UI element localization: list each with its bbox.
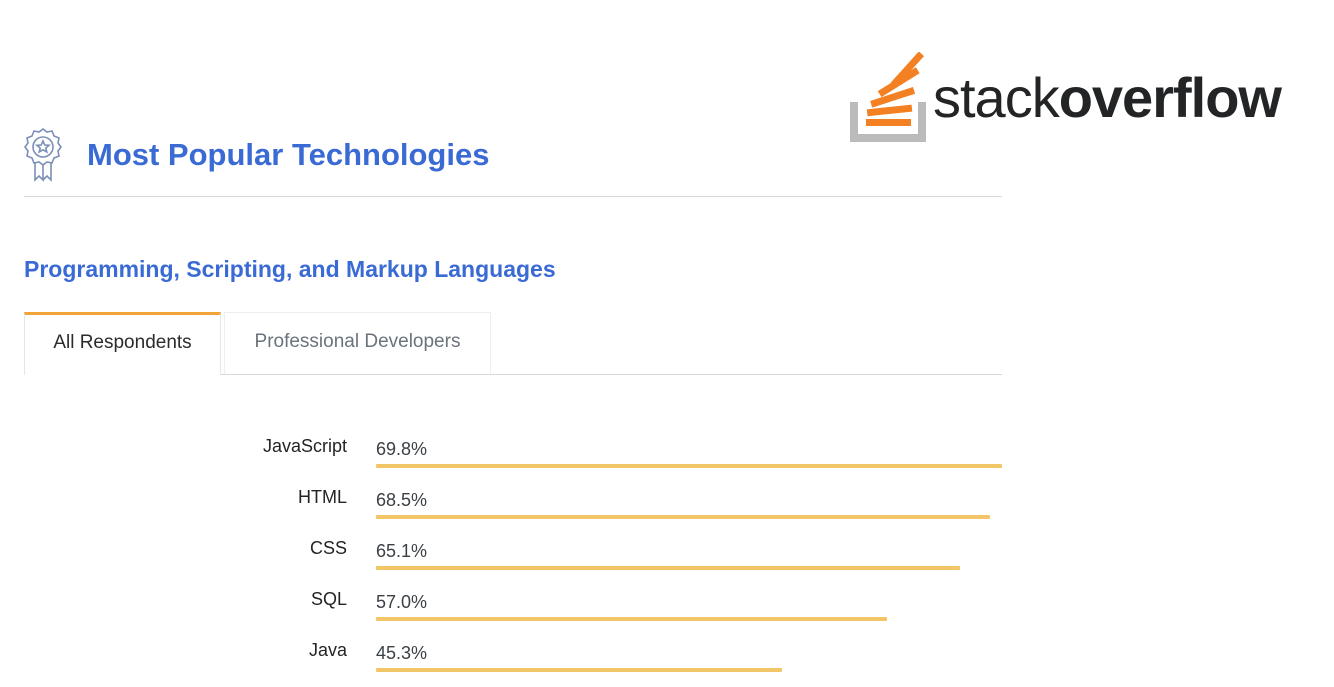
value-label: 65.1%: [376, 541, 428, 561]
bar: [376, 617, 887, 621]
value-label: 68.5%: [376, 490, 428, 510]
category-label: Java: [308, 640, 347, 660]
value-label: 57.0%: [376, 592, 428, 612]
bar-row: SQL 57.0%: [0, 573, 1334, 624]
bar-row: CSS 65.1%: [0, 522, 1334, 573]
tabs-baseline: [24, 374, 1002, 375]
bar: [376, 464, 1002, 468]
bar: [376, 515, 990, 519]
stackoverflow-logo-icon: [850, 52, 926, 142]
bar: [376, 566, 960, 570]
category-label: CSS: [309, 538, 347, 558]
bar-row: JavaScript 69.8%: [0, 420, 1334, 471]
stackoverflow-logo[interactable]: stackoverflow: [850, 52, 1300, 144]
logo-word-stack: stack: [933, 66, 1060, 129]
languages-bar-chart: JavaScript 69.8% HTML 68.5% CSS 65.1% SQL 57.0%…: [0, 420, 1334, 687]
award-badge-icon: [24, 128, 62, 182]
title-divider: [24, 196, 1002, 197]
value-label: 45.3%: [376, 643, 428, 663]
section-title: Programming, Scripting, and Markup Langu…: [24, 256, 556, 282]
tab-professional-developers[interactable]: Professional Developers: [224, 312, 491, 374]
tab-all-respondents[interactable]: All Respondents: [24, 312, 221, 375]
category-label: HTML: [298, 487, 347, 507]
page-title: Most Popular Technologies: [87, 137, 490, 172]
bar-row: HTML 68.5%: [0, 471, 1334, 522]
value-label: 69.8%: [376, 439, 428, 459]
bar-row: Java 45.3%: [0, 624, 1334, 675]
category-label: SQL: [310, 589, 347, 609]
logo-wordmark: stackoverflow: [933, 66, 1282, 130]
bar: [376, 668, 782, 672]
respondent-tabs: All Respondents Professional Developers: [24, 312, 1002, 375]
category-label: JavaScript: [262, 436, 347, 456]
logo-word-overflow: overflow: [1058, 66, 1282, 129]
